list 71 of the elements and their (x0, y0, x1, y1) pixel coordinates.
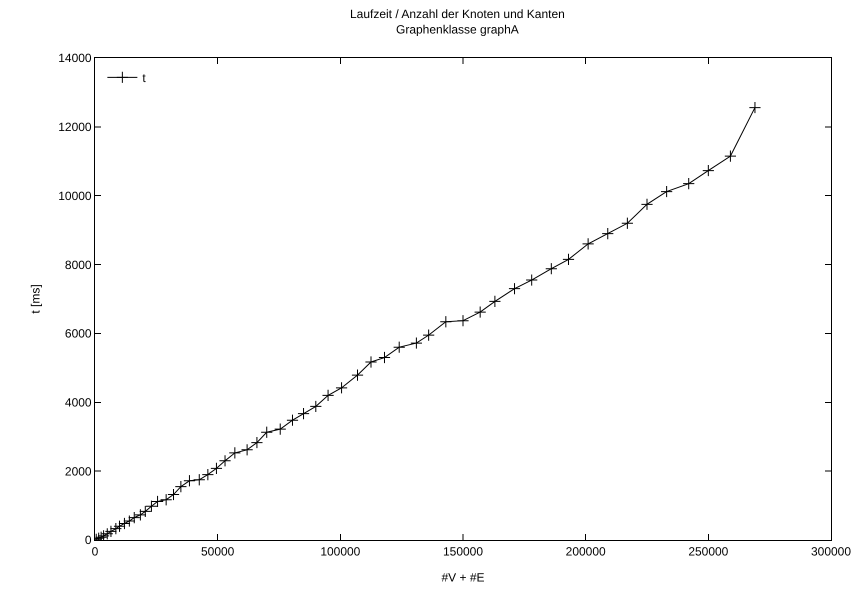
point (151, 495, 164, 508)
point (128, 512, 140, 524)
point (621, 217, 634, 230)
point (104, 525, 118, 538)
point (474, 306, 486, 318)
point (378, 351, 391, 364)
point (562, 253, 575, 266)
point (101, 528, 114, 540)
point (351, 368, 364, 382)
point (202, 468, 214, 481)
point (145, 500, 158, 512)
x-tick-label: 300000 (810, 544, 852, 558)
point (440, 316, 452, 328)
point (582, 238, 594, 250)
point (526, 274, 538, 286)
point (508, 282, 521, 295)
point (322, 389, 334, 402)
x-tick-label: 50000 (200, 544, 235, 558)
point (139, 505, 152, 518)
point (297, 408, 310, 420)
y-tick-label: 12000 (58, 120, 92, 134)
x-tick-label: 200000 (566, 544, 606, 558)
point (218, 454, 232, 467)
point (160, 494, 172, 506)
chart-title: Laufzeit / Anzahl der Knoten und Kanten (350, 6, 565, 21)
x-tick-label: 250000 (688, 544, 729, 558)
point (488, 295, 501, 308)
point (228, 446, 241, 459)
point (702, 164, 714, 177)
point (456, 314, 470, 327)
x-axis-title: #V + #E (441, 570, 485, 584)
point (113, 520, 126, 532)
y-tick-label: 4000 (64, 395, 92, 410)
y-tick-label: 2000 (64, 464, 92, 478)
point (134, 508, 146, 521)
point (682, 178, 695, 190)
point (193, 474, 206, 486)
point (724, 150, 737, 162)
point (260, 426, 273, 438)
point (310, 400, 322, 413)
point (422, 329, 435, 342)
point (274, 423, 286, 436)
point (660, 185, 673, 198)
legend-label: t (142, 71, 146, 85)
y-axis-title: t [ms] (28, 284, 43, 314)
chart-subtitle: Graphenklasse graphA (396, 22, 519, 36)
point (335, 382, 348, 394)
point (545, 262, 558, 275)
y-tick-label: 14000 (58, 51, 92, 66)
point (241, 444, 254, 456)
point (748, 101, 762, 114)
point (286, 414, 299, 426)
point (118, 517, 131, 530)
y-tick-label: 10000 (58, 188, 92, 203)
point (174, 480, 187, 493)
point (110, 522, 122, 535)
point (123, 514, 136, 528)
x-tick-label: 150000 (442, 544, 484, 558)
x-tick-label: 100000 (320, 544, 361, 558)
point (167, 488, 180, 501)
point (210, 462, 223, 474)
y-tick-label: 8000 (64, 258, 92, 272)
y-tick-label: 0 (84, 533, 92, 548)
point (410, 336, 422, 350)
point (364, 356, 378, 368)
y-tick-label: 6000 (64, 326, 92, 341)
point (640, 198, 654, 210)
point (183, 474, 196, 487)
point (602, 227, 614, 240)
point (250, 436, 264, 449)
point (393, 341, 406, 354)
